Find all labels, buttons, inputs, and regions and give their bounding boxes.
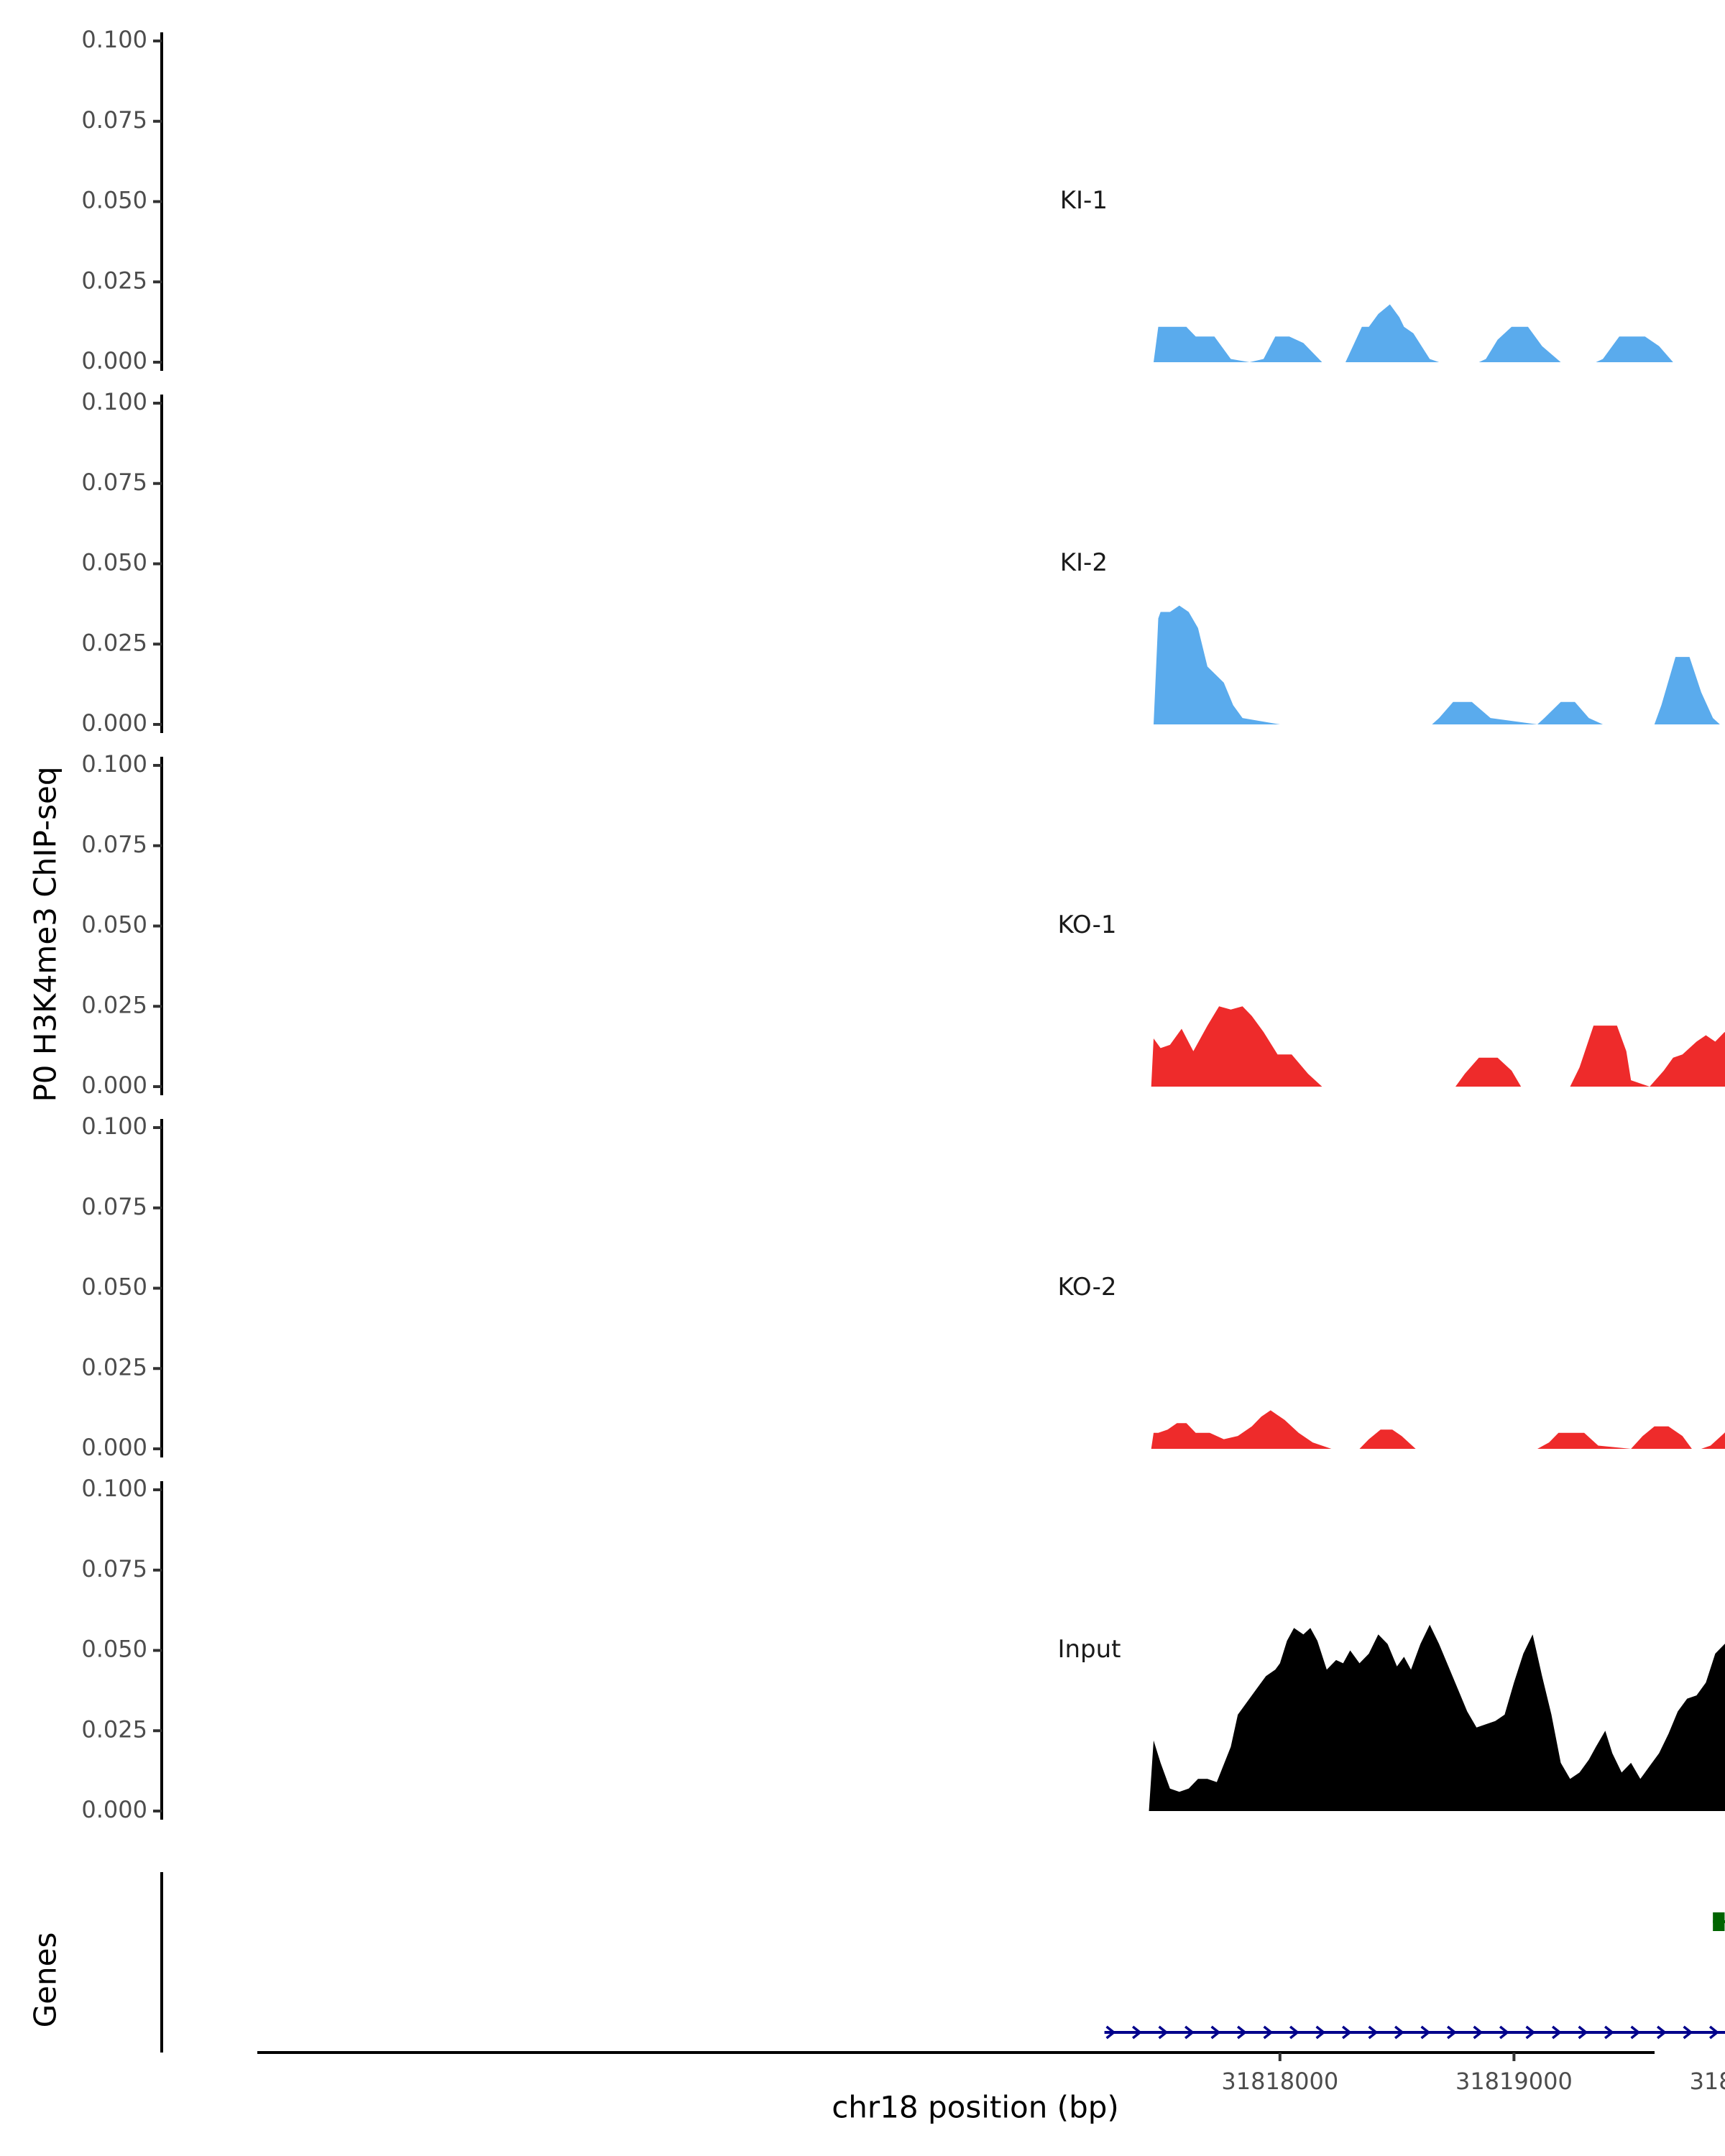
track-label-ki-1: KI-1 — [1060, 186, 1108, 215]
y-tick-label: 0.050 — [81, 911, 147, 939]
gene-exon — [1713, 1912, 1725, 1931]
strand-arrow-icon — [1552, 2025, 1562, 2040]
coverage-area-ko-2 — [1151, 1410, 1725, 1449]
strand-arrow-icon — [1158, 2025, 1169, 2040]
y-tick-label: 0.100 — [81, 1112, 147, 1140]
strand-arrow-icon — [1289, 2025, 1300, 2040]
strand-arrow-icon — [1237, 2025, 1247, 2040]
x-tick-label: 31819000 — [1455, 2068, 1573, 2095]
y-tick-label: 0.025 — [81, 1353, 147, 1381]
strand-arrow-icon — [1499, 2025, 1509, 2040]
y-tick-label: 0.050 — [81, 1273, 147, 1301]
y-tick-label: 0.000 — [81, 1072, 147, 1099]
strand-arrow-icon — [1132, 2025, 1142, 2040]
y-tick-label: 0.100 — [81, 1475, 147, 1502]
y-tick-label: 0.025 — [81, 629, 147, 656]
strand-arrow-icon — [1394, 2025, 1404, 2040]
y-tick-label: 0.075 — [81, 831, 147, 858]
y-tick-label: 0.050 — [81, 1636, 147, 1663]
strand-arrow-icon — [1420, 2025, 1431, 2040]
track-label-input: Input — [1057, 1635, 1121, 1664]
strand-arrow-icon — [1525, 2025, 1536, 2040]
y-tick-label: 0.075 — [81, 469, 147, 496]
strand-arrow-icon — [1657, 2025, 1667, 2040]
track-label-ko-2: KO-2 — [1057, 1273, 1116, 1302]
strand-arrow-icon — [1630, 2025, 1641, 2040]
track-label-ki-2: KI-2 — [1060, 548, 1108, 577]
y-tick-label: 0.025 — [81, 1715, 147, 1743]
y-tick-label: 0.075 — [81, 1555, 147, 1583]
genes-axis-title: Genes — [28, 1932, 63, 2028]
track-label-ko-1: KO-1 — [1057, 911, 1116, 939]
y-tick-label: 0.100 — [81, 388, 147, 415]
strand-arrow-icon — [1263, 2025, 1274, 2040]
strand-arrow-icon — [1447, 2025, 1457, 2040]
y-tick-label: 0.000 — [81, 1796, 147, 1823]
x-tick-label: 31820000 — [1690, 2068, 1725, 2095]
y-tick-label: 0.075 — [81, 106, 147, 134]
coverage-area-ko-1 — [1151, 1006, 1725, 1087]
strand-arrow-icon — [1578, 2025, 1588, 2040]
strand-arrow-icon — [1709, 2025, 1719, 2040]
y-tick-label: 0.025 — [81, 267, 147, 294]
coverage-area-input — [1149, 1624, 1725, 1811]
y-tick-label: 0.100 — [81, 750, 147, 778]
coverage-area-ki-1 — [1154, 304, 1725, 362]
strand-arrow-icon — [1604, 2025, 1614, 2040]
y-tick-label: 0.025 — [81, 991, 147, 1018]
y-tick-label: 0.075 — [81, 1193, 147, 1220]
strand-arrow-icon — [1210, 2025, 1221, 2040]
strand-arrow-icon — [1473, 2025, 1484, 2040]
strand-arrow-icon — [1315, 2025, 1326, 2040]
y-tick-label: 0.000 — [81, 347, 147, 374]
y-tick-label: 0.050 — [81, 549, 147, 576]
y-tick-label: 0.100 — [81, 26, 147, 53]
y-tick-label: 0.000 — [81, 1434, 147, 1461]
strand-arrow-icon — [1368, 2025, 1379, 2040]
y-tick-label: 0.050 — [81, 187, 147, 214]
coverage-area-ki-2 — [1154, 605, 1725, 724]
strand-arrow-icon — [1342, 2025, 1352, 2040]
strand-arrow-icon — [1683, 2025, 1693, 2040]
strand-arrow-icon — [1105, 2025, 1116, 2040]
y-axis-title: P0 H3K4me3 ChIP-seq — [28, 766, 63, 1102]
strand-arrow-icon — [1184, 2025, 1195, 2040]
y-tick-label: 0.000 — [81, 709, 147, 737]
x-tick-label: 31818000 — [1221, 2068, 1338, 2095]
x-axis-title: chr18 position (bp) — [832, 2090, 1119, 2125]
